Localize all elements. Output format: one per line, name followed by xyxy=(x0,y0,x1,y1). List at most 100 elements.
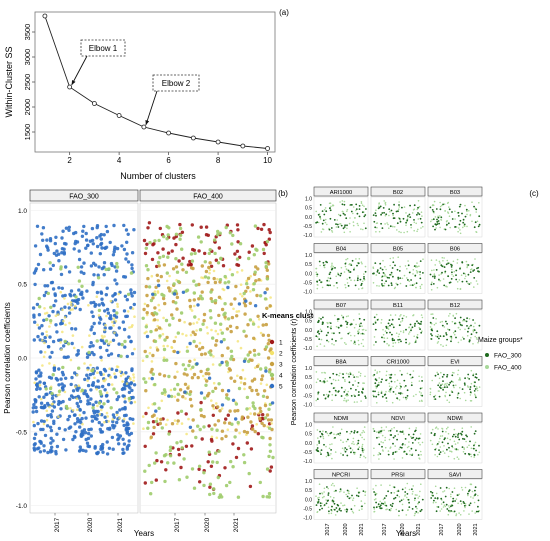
facet-point-fao400 xyxy=(453,440,456,443)
facet-point-fao300 xyxy=(419,277,422,280)
facet-point-fao300 xyxy=(391,339,394,342)
facet-point-fao400 xyxy=(319,343,322,345)
scatter-point xyxy=(218,278,223,282)
scatter-point xyxy=(264,243,268,247)
scatter-point xyxy=(168,454,173,458)
facet-point-fao300 xyxy=(440,216,443,219)
facet-point-fao300 xyxy=(334,436,336,439)
scatter-point xyxy=(117,292,120,296)
facet-point-fao400 xyxy=(315,371,318,373)
scatter-point xyxy=(103,309,107,313)
facet-point-fao300 xyxy=(337,391,340,393)
scatter-point xyxy=(94,400,98,404)
facet-point-fao400 xyxy=(461,427,464,430)
scatter-point xyxy=(196,424,200,428)
facet-point-fao400 xyxy=(328,447,331,450)
facet-point-fao400 xyxy=(362,228,364,231)
facet-point-fao400 xyxy=(392,257,395,259)
facet-point-fao300 xyxy=(378,505,381,508)
facet-point-fao400 xyxy=(444,395,447,398)
scatter-point xyxy=(87,431,91,436)
facet-point-fao400 xyxy=(391,386,393,388)
facet-point-fao300 xyxy=(462,501,465,503)
scatter-point xyxy=(258,406,262,410)
facet-point-fao400 xyxy=(421,330,423,333)
facet-point-fao400 xyxy=(391,428,393,430)
scatter-point xyxy=(200,297,204,301)
scatter-point xyxy=(212,238,217,242)
scatter-point xyxy=(88,344,92,349)
scatter-point xyxy=(248,407,251,410)
scatter-point xyxy=(167,323,172,327)
facet-point-fao400 xyxy=(352,206,355,208)
facet-point-fao300 xyxy=(388,319,391,321)
facet-point-fao300 xyxy=(389,504,392,506)
scatter-point xyxy=(36,262,41,267)
scatter-point xyxy=(155,312,159,316)
facet-point-fao400 xyxy=(315,267,318,270)
facet-point-fao300 xyxy=(388,509,391,511)
facet-point-fao400 xyxy=(477,494,479,497)
facet-point-fao300 xyxy=(447,222,450,225)
scatter-point xyxy=(126,310,130,313)
facet-point-fao300 xyxy=(439,487,442,489)
facet-point-fao400 xyxy=(449,226,452,229)
scatter-point xyxy=(233,252,237,256)
scatter-point xyxy=(50,350,54,355)
scatter-point xyxy=(263,297,268,301)
facet-point-fao400 xyxy=(328,280,330,282)
facet-point-fao300 xyxy=(443,438,446,441)
scatter-point xyxy=(70,341,74,346)
scatter-point xyxy=(196,375,200,380)
scatter-point xyxy=(50,391,54,396)
facet-point-fao400 xyxy=(439,437,441,440)
scatter-point xyxy=(49,441,53,445)
facet-point-fao400 xyxy=(321,371,323,374)
facet-point-fao400 xyxy=(338,374,340,377)
facet-point-fao300 xyxy=(338,509,341,511)
scatter-point xyxy=(229,376,233,380)
scatter-point xyxy=(246,323,250,327)
facet-point-fao400 xyxy=(327,434,330,437)
scatter-point xyxy=(146,304,150,308)
facet-point-fao400 xyxy=(347,399,349,402)
facet-point-fao300 xyxy=(373,430,376,432)
scatter-point xyxy=(33,320,37,324)
facet-point-fao400 xyxy=(358,323,361,326)
scatter-point xyxy=(152,425,156,430)
facet-point-fao400 xyxy=(397,341,400,344)
facet-point-fao300 xyxy=(429,321,432,324)
facet-point-fao300 xyxy=(390,209,393,212)
facet-point-fao400 xyxy=(415,286,417,289)
facet-point-fao400 xyxy=(431,313,434,315)
facet-point-fao300 xyxy=(400,446,403,449)
scatter-point xyxy=(75,417,80,421)
facet-point-fao300 xyxy=(317,502,319,504)
scatter-point xyxy=(176,411,180,415)
scatter-point xyxy=(212,269,216,273)
facet-point-fao300 xyxy=(469,391,472,394)
facet-point-fao400 xyxy=(317,497,319,499)
facet-point-fao300 xyxy=(327,395,330,398)
facet-point-fao400 xyxy=(320,231,323,233)
facet-y-tick-label: -1.0 xyxy=(303,346,312,352)
scatter-point xyxy=(271,455,275,460)
facet-point-fao300 xyxy=(461,261,464,264)
panel-b-strip-fao400-label: FAO_400 xyxy=(193,194,223,201)
scatter-point xyxy=(34,405,38,410)
facet-point-fao300 xyxy=(474,221,477,224)
facet-point-fao300 xyxy=(353,430,356,432)
facet-point-fao400 xyxy=(470,447,473,450)
facet-point-fao300 xyxy=(387,490,389,493)
scatter-point xyxy=(84,231,88,236)
scatter-point xyxy=(86,243,90,247)
facet-point-fao400 xyxy=(321,228,324,230)
scatter-point xyxy=(109,406,113,410)
facet-x-tick-label: 2017 xyxy=(325,523,331,535)
scatter-point xyxy=(45,418,49,422)
scatter-point xyxy=(162,316,165,320)
facet-point-fao400 xyxy=(334,451,337,453)
facet-plot-area xyxy=(313,479,369,520)
scatter-point xyxy=(95,244,100,249)
